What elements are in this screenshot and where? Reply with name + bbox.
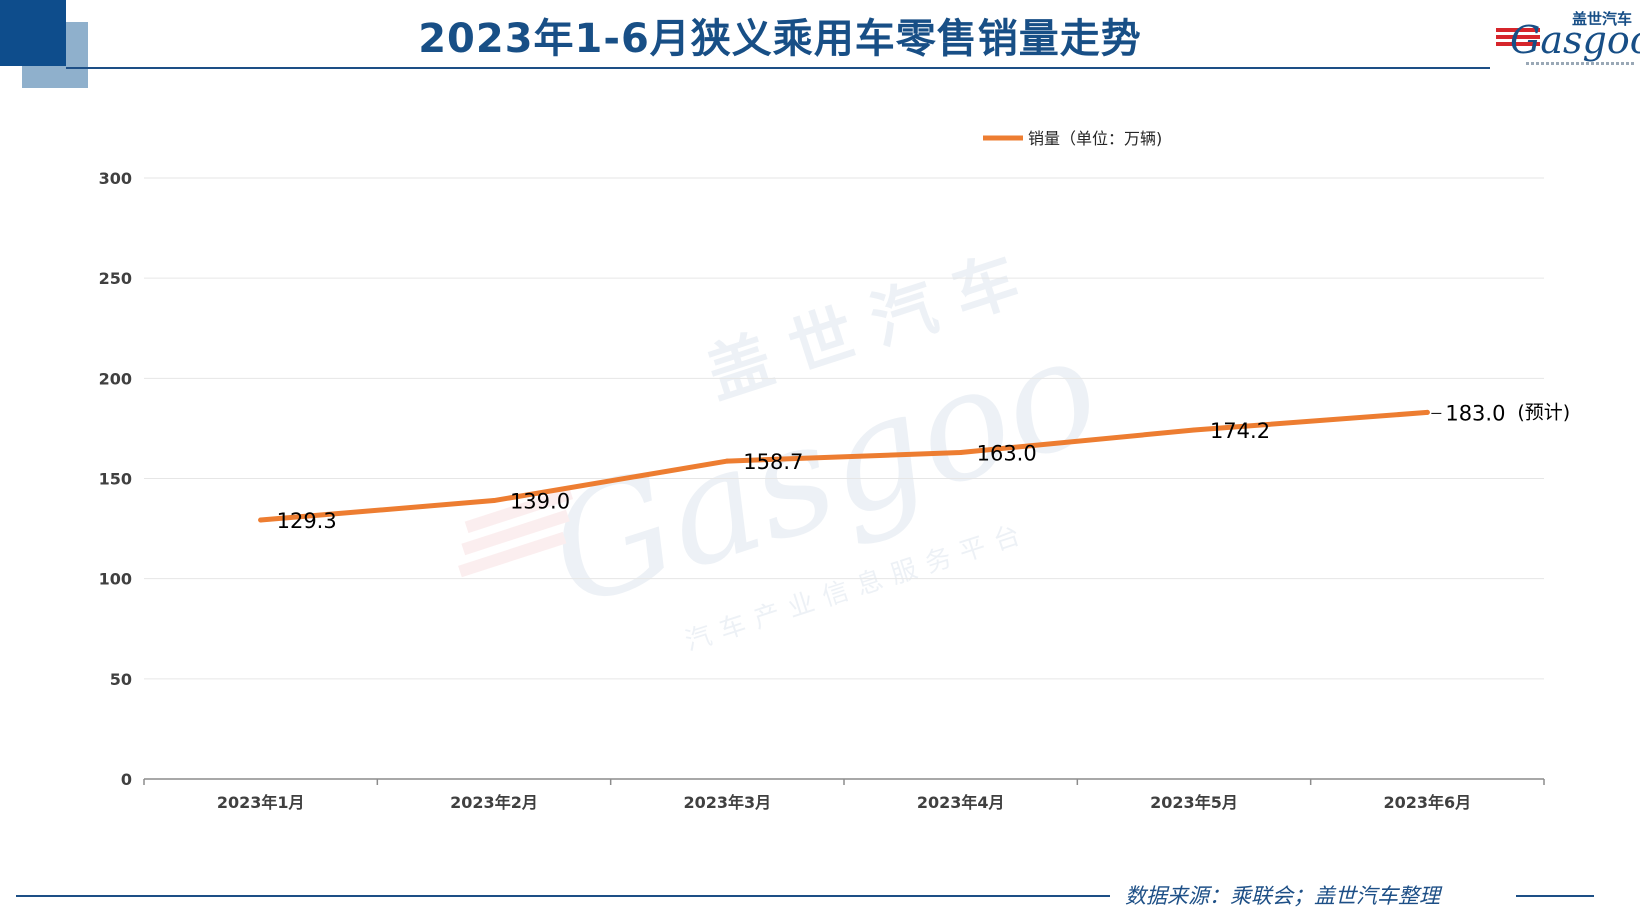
title-underline [66,67,1490,69]
chart-legend: 销量（单位：万辆) [983,129,1162,148]
logo-tagline-icon [1526,62,1636,65]
data-label: 174.2 [1210,419,1270,443]
data-point [1191,427,1197,433]
x-tick-label: 2023年4月 [917,793,1005,812]
data-point [491,498,497,504]
data-point [258,517,264,523]
data-label: 183.0 [1445,401,1505,425]
y-tick-label: 50 [110,670,132,689]
gasgoo-logo: Gasgoo 盖世汽车 [1494,4,1640,70]
x-tick-label: 2023年3月 [683,793,771,812]
forecast-annotation: (预计) [1517,401,1570,423]
series-line [258,409,1430,523]
source-note: 数据来源：乘联会；盖世汽车整理 [1125,884,1440,908]
footer-rule-right [1516,895,1594,897]
data-label: 163.0 [977,441,1037,465]
data-point [958,449,964,455]
y-tick-label: 300 [99,169,132,188]
y-tick-label: 250 [99,269,132,288]
page-title: 2023年1-6月狭义乘用车零售销量走势 [418,16,1142,62]
y-tick-label: 200 [99,369,132,388]
y-tick-label: 150 [99,470,132,489]
logo-stripes-icon [1496,28,1540,52]
logo-wordmark: Gasgoo [1510,18,1640,62]
y-tick-label: 0 [121,770,132,789]
x-tick-label: 2023年1月 [217,793,305,812]
legend-label: 销量（单位：万辆) [1028,129,1162,148]
watermark-stripes-icon [458,487,574,578]
data-label: 158.7 [743,450,803,474]
logo-chinese-name: 盖世汽车 [1571,10,1632,28]
footer-rule-left [16,895,1110,897]
data-point [1424,409,1430,415]
data-label: 139.0 [510,490,570,514]
data-label: 129.3 [277,509,337,533]
y-tick-label: 100 [99,570,132,589]
x-tick-label: 2023年5月 [1150,793,1238,812]
x-tick-label: 2023年6月 [1383,793,1471,812]
x-tick-label: 2023年2月 [450,793,538,812]
data-point [724,458,730,464]
title-accent-dark [0,0,66,66]
